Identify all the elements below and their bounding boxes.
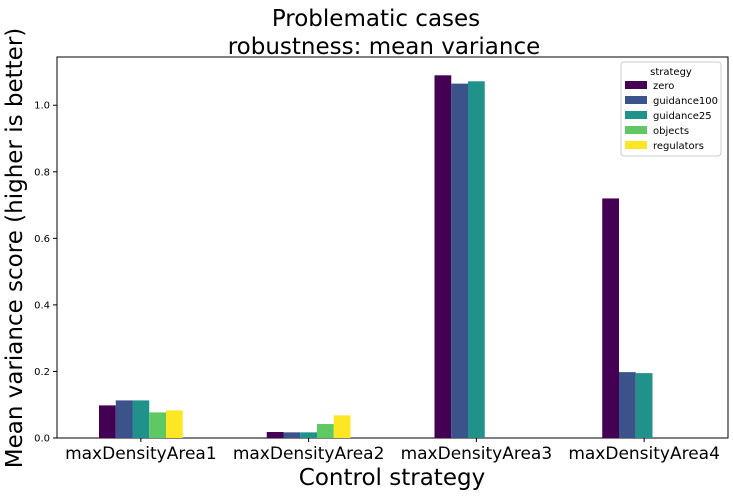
y-tick-label: 1.0 <box>34 101 50 112</box>
bar-guidance25-maxDensityArea4 <box>635 373 653 438</box>
plot-area <box>56 56 729 439</box>
bar-regulators-maxDensityArea2 <box>333 415 351 438</box>
bar-zero-maxDensityArea4 <box>602 198 619 438</box>
y-tick-label: 0.6 <box>34 234 50 245</box>
legend-title: strategy <box>650 67 692 78</box>
y-axis: 0.0 0.2 0.4 0.6 0.8 1.0 <box>34 101 57 445</box>
x-tick-label: maxDensityArea2 <box>233 444 385 464</box>
legend-label-regulators: regulators <box>653 141 704 152</box>
y-axis-label: Mean variance score (higher is better) <box>2 28 28 469</box>
legend-swatch-regulators <box>625 141 647 149</box>
bar-guidance100-maxDensityArea2 <box>283 432 301 438</box>
chart-title-line-2: robustness: mean variance <box>228 34 541 60</box>
x-tick-label: maxDensityArea4 <box>568 444 720 464</box>
legend-swatch-zero <box>625 81 647 89</box>
bar-guidance25-maxDensityArea2 <box>300 432 317 438</box>
legend-swatch-guidance100 <box>625 96 647 104</box>
x-tick-label: maxDensityArea1 <box>65 444 217 464</box>
x-tick-label: maxDensityArea3 <box>401 444 553 464</box>
bar-regulators-maxDensityArea1 <box>166 410 183 438</box>
bar-guidance100-maxDensityArea4 <box>619 372 636 438</box>
legend-label-guidance25: guidance25 <box>653 111 712 122</box>
legend-label-zero: zero <box>653 81 674 92</box>
legend: strategy zero guidance100 guidance25 object… <box>620 61 722 157</box>
bar-guidance25-maxDensityArea1 <box>132 400 150 438</box>
bar-objects-maxDensityArea1 <box>149 412 166 438</box>
bar-guidance25-maxDensityArea3 <box>468 81 485 438</box>
bar-objects-maxDensityArea2 <box>317 424 334 438</box>
legend-swatch-objects <box>625 126 647 134</box>
x-axis-label: Control strategy <box>299 465 485 491</box>
y-tick-label: 0.0 <box>34 434 50 445</box>
legend-label-objects: objects <box>653 126 689 137</box>
x-axis: maxDensityArea1 maxDensityArea2 maxDensity… <box>65 438 720 464</box>
bar-zero-maxDensityArea2 <box>266 432 284 438</box>
chart-title-line-1: Problematic cases <box>272 6 480 32</box>
bar-zero-maxDensityArea3 <box>434 75 452 439</box>
bars <box>99 75 653 439</box>
y-tick-label: 0.4 <box>34 300 50 311</box>
bar-guidance100-maxDensityArea1 <box>115 400 133 438</box>
legend-label-guidance100: guidance100 <box>653 96 718 107</box>
y-tick-label: 0.2 <box>34 367 50 378</box>
legend-swatch-guidance25 <box>625 111 647 119</box>
plot-frame <box>56 56 729 439</box>
y-tick-label: 0.8 <box>34 167 50 178</box>
bar-guidance100-maxDensityArea3 <box>451 83 468 438</box>
bar-zero-maxDensityArea1 <box>99 405 116 438</box>
